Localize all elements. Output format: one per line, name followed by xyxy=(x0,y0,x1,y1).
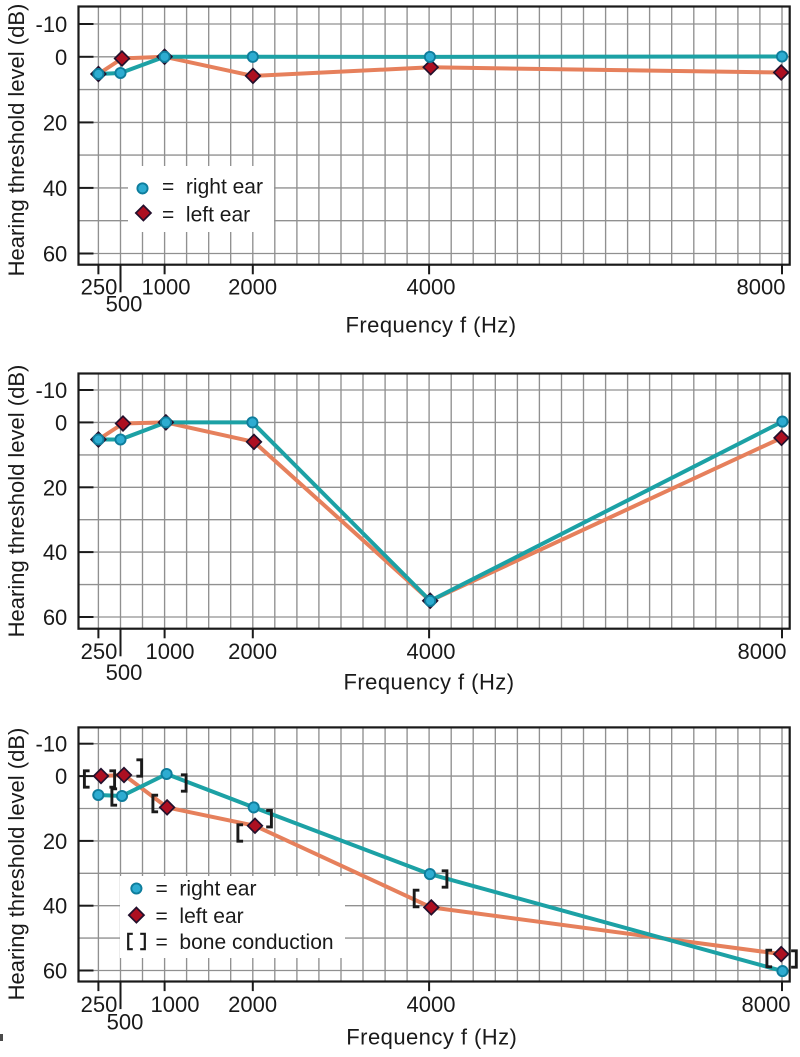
svg-text:20: 20 xyxy=(43,110,67,135)
svg-text:1000: 1000 xyxy=(142,275,191,300)
svg-text:2000: 2000 xyxy=(228,275,277,300)
svg-text:60: 60 xyxy=(43,605,67,630)
svg-text:= right ear: = right ear xyxy=(156,878,257,901)
svg-text:20: 20 xyxy=(43,475,67,500)
svg-text:500: 500 xyxy=(106,660,143,685)
svg-text:40: 40 xyxy=(43,176,67,201)
svg-text:250: 250 xyxy=(81,639,118,664)
svg-text:60: 60 xyxy=(43,959,67,984)
svg-text:2000: 2000 xyxy=(228,992,277,1017)
svg-text:250: 250 xyxy=(81,992,118,1017)
svg-text:4000: 4000 xyxy=(407,275,456,300)
svg-text:4000: 4000 xyxy=(407,639,456,664)
svg-text:1000: 1000 xyxy=(146,639,195,664)
svg-text:0: 0 xyxy=(55,764,67,789)
svg-text:250: 250 xyxy=(81,275,118,300)
svg-text:500: 500 xyxy=(107,1010,144,1035)
svg-text:8000: 8000 xyxy=(737,275,786,300)
svg-text:8000: 8000 xyxy=(738,639,787,664)
svg-text:-10: -10 xyxy=(36,12,68,37)
svg-text:Hearing threshold level (dB): Hearing threshold level (dB) xyxy=(4,4,29,277)
svg-text:Frequency f (Hz): Frequency f (Hz) xyxy=(345,312,516,337)
svg-text:8000: 8000 xyxy=(742,992,791,1017)
svg-text:= bone conduction: = bone conduction xyxy=(156,931,334,954)
svg-text:Frequency f (Hz): Frequency f (Hz) xyxy=(343,670,514,695)
svg-text:Hearing threshold level (dB): Hearing threshold level (dB) xyxy=(4,365,29,638)
svg-text:500: 500 xyxy=(106,292,143,317)
svg-text:1000: 1000 xyxy=(151,992,200,1017)
svg-text:0: 0 xyxy=(55,410,67,435)
svg-text:4000: 4000 xyxy=(407,992,456,1017)
svg-text:Hearing threshold level (dB): Hearing threshold level (dB) xyxy=(4,728,29,1001)
svg-text:40: 40 xyxy=(43,894,67,919)
svg-text:60: 60 xyxy=(43,242,67,267)
svg-text:= right ear: = right ear xyxy=(162,176,263,199)
svg-text:-10: -10 xyxy=(36,378,68,403)
svg-text:40: 40 xyxy=(43,540,67,565)
svg-text:-10: -10 xyxy=(36,732,68,757)
svg-text:20: 20 xyxy=(43,829,67,854)
svg-text:= left ear: = left ear xyxy=(156,905,244,928)
svg-text:= left ear: = left ear xyxy=(162,203,250,226)
svg-text:2000: 2000 xyxy=(228,639,277,664)
svg-text:Frequency f (Hz): Frequency f (Hz) xyxy=(346,1025,517,1050)
svg-text:0: 0 xyxy=(55,45,67,70)
